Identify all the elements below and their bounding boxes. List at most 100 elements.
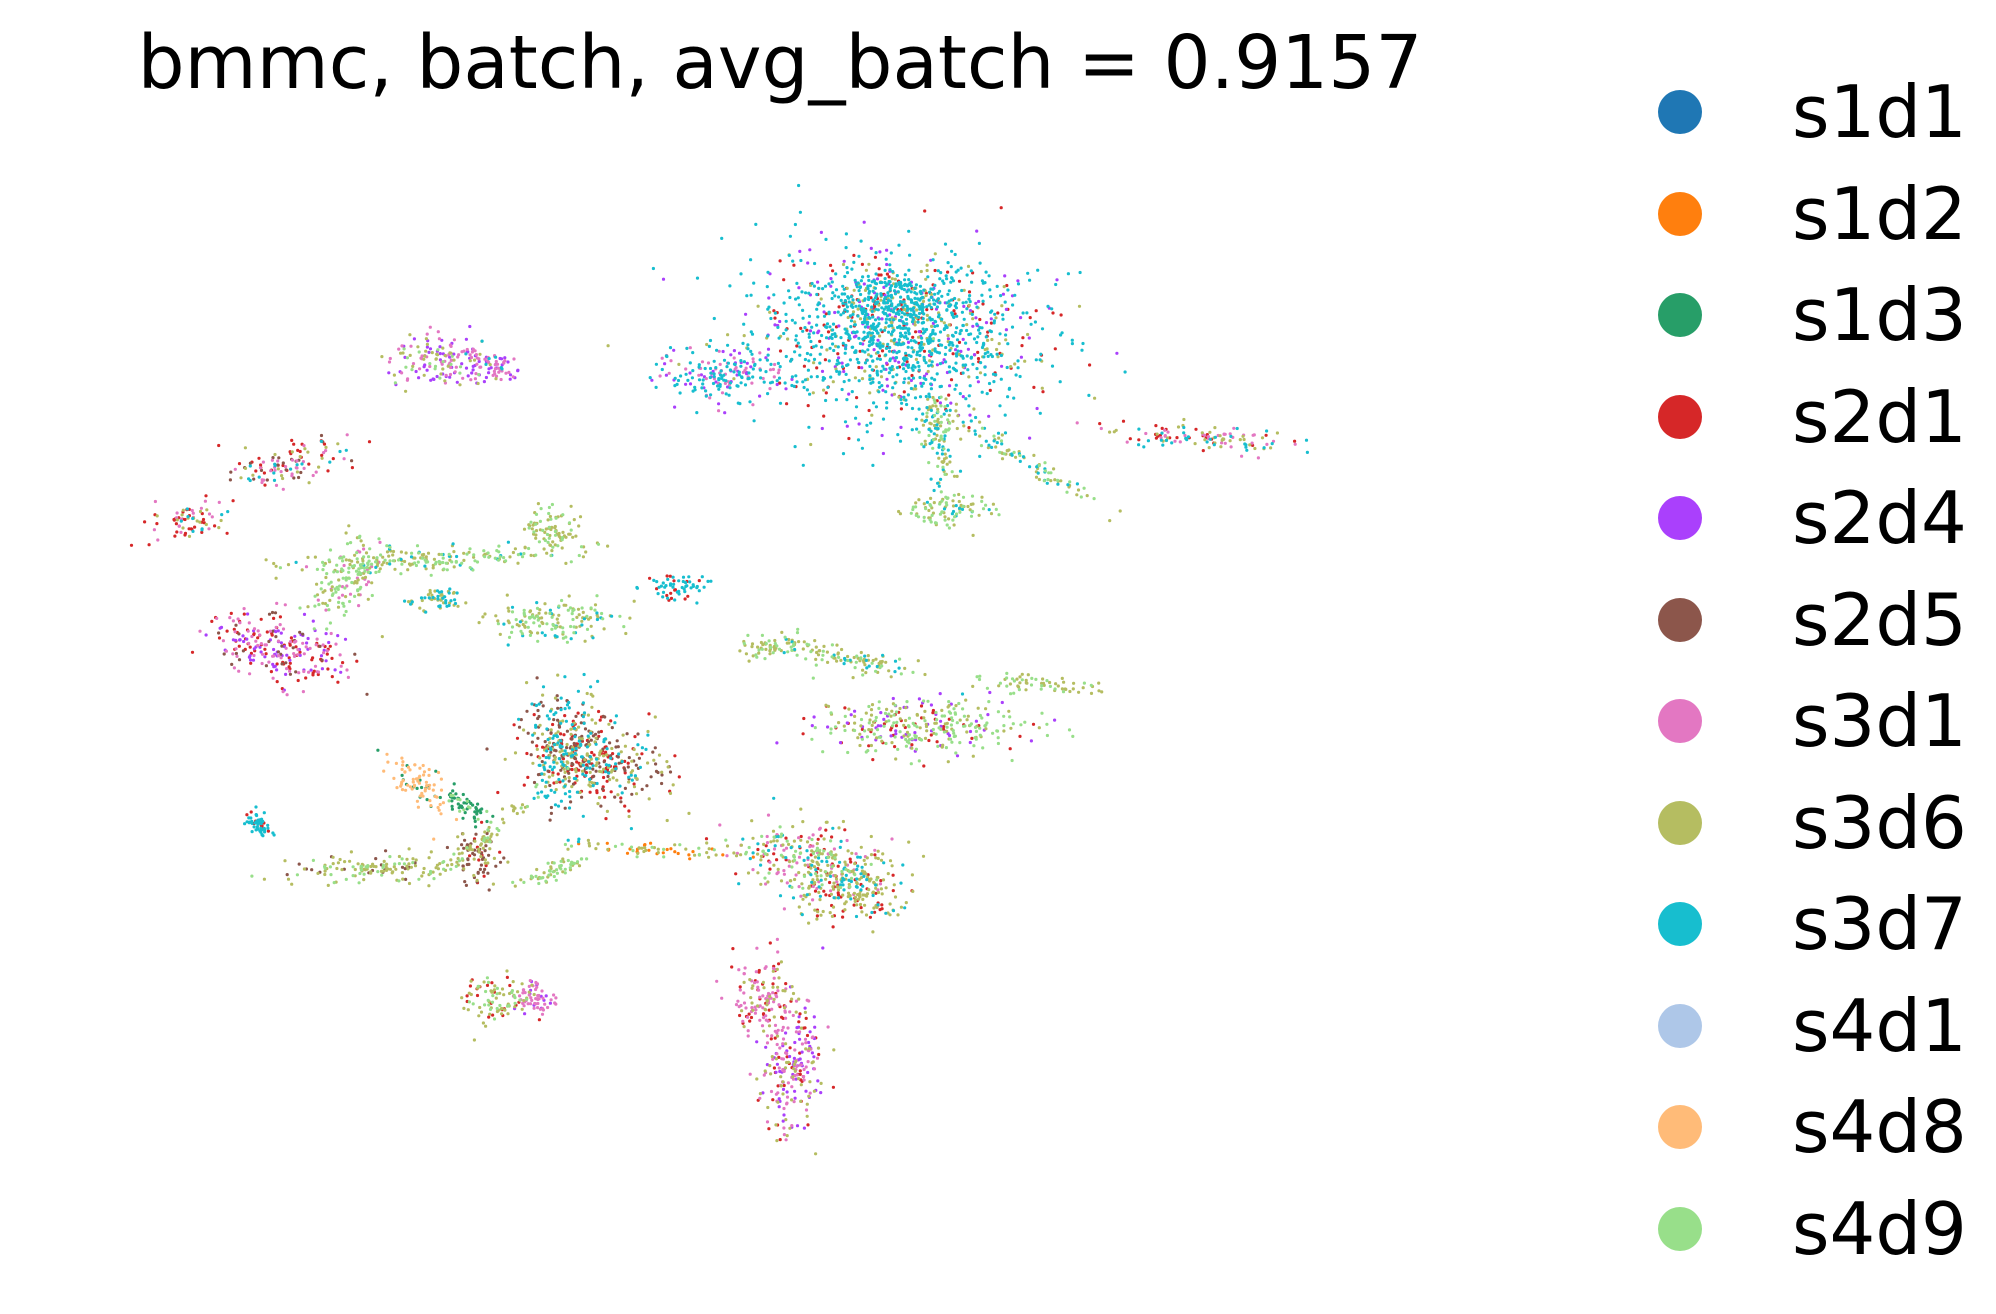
scatter-point — [973, 432, 978, 436]
scatter-point — [274, 564, 278, 568]
scatter-point — [871, 930, 875, 934]
scatter-point — [775, 1139, 779, 1143]
scatter-point — [653, 746, 657, 750]
scatter-point — [553, 543, 557, 547]
scatter-point — [893, 285, 898, 289]
scatter-point — [437, 337, 441, 341]
scatter-point — [343, 860, 347, 864]
scatter-point — [922, 445, 926, 449]
scatter-point — [956, 349, 960, 353]
scatter-point — [858, 349, 862, 353]
scatter-point — [855, 285, 859, 289]
scatter-point — [1305, 450, 1309, 454]
scatter-point — [810, 849, 814, 853]
scatter-point — [471, 364, 475, 368]
scatter-point — [919, 704, 924, 708]
scatter-point — [824, 312, 828, 316]
scatter-point — [1218, 434, 1222, 438]
scatter-point — [818, 826, 822, 830]
scatter-point — [743, 383, 748, 387]
scatter-point — [909, 354, 913, 358]
scatter-point — [555, 694, 559, 698]
scatter-point — [1007, 709, 1011, 713]
scatter-point — [369, 864, 373, 869]
scatter-point — [594, 847, 598, 851]
scatter-point — [910, 428, 914, 432]
scatter-point — [861, 309, 866, 313]
scatter-point — [444, 373, 448, 377]
scatter-point — [765, 834, 769, 839]
scatter-point — [834, 853, 838, 857]
scatter-point — [988, 329, 992, 333]
scatter-point — [553, 755, 557, 759]
scatter-point — [751, 360, 755, 364]
scatter-point — [1059, 313, 1063, 317]
scatter-point — [470, 848, 474, 852]
scatter-point — [972, 337, 977, 341]
scatter-point — [492, 988, 496, 992]
scatter-point — [873, 281, 877, 285]
scatter-point — [284, 465, 288, 469]
scatter-point — [802, 385, 806, 390]
scatter-point — [751, 836, 755, 840]
scatter-point — [944, 345, 948, 350]
scatter-point — [295, 463, 299, 467]
scatter-point — [270, 458, 274, 462]
scatter-point — [750, 381, 754, 385]
scatter-point — [922, 355, 926, 359]
scatter-point — [720, 236, 724, 240]
scatter-point — [292, 654, 297, 659]
scatter-point — [283, 859, 287, 863]
scatter-point — [1016, 282, 1021, 286]
scatter-point — [711, 381, 716, 386]
scatter-point — [910, 313, 914, 317]
scatter-point — [310, 868, 314, 872]
scatter-point — [801, 316, 805, 320]
scatter-point — [957, 340, 962, 344]
scatter-point — [548, 741, 552, 745]
scatter-point — [815, 842, 819, 846]
scatter-point — [530, 998, 534, 1003]
scatter-point — [888, 345, 892, 350]
scatter-point — [603, 715, 607, 719]
scatter-point — [930, 360, 934, 364]
scatter-point — [824, 336, 829, 340]
scatter-point — [828, 325, 832, 329]
scatter-point — [817, 329, 821, 333]
scatter-point — [772, 839, 776, 843]
scatter-point — [988, 388, 992, 392]
scatter-point — [559, 768, 563, 772]
scatter-point — [776, 361, 781, 365]
scatter-point — [807, 291, 811, 295]
scatter-point — [967, 429, 971, 433]
scatter-point — [946, 292, 950, 296]
scatter-point — [1070, 338, 1074, 342]
scatter-point — [1087, 393, 1091, 397]
scatter-point — [454, 365, 458, 369]
scatter-point — [1005, 283, 1009, 288]
scatter-point — [884, 353, 888, 357]
scatter-point — [891, 889, 895, 893]
scatter-point — [834, 344, 838, 348]
scatter-point — [546, 518, 550, 522]
scatter-point — [941, 743, 945, 747]
scatter-point — [544, 611, 548, 615]
scatter-point — [877, 390, 881, 394]
scatter-point — [986, 338, 990, 342]
scatter-point — [807, 836, 811, 840]
scatter-point — [852, 335, 857, 339]
scatter-point — [597, 734, 601, 738]
scatter-point — [848, 314, 853, 318]
scatter-point — [918, 375, 922, 380]
scatter-point — [507, 370, 511, 374]
scatter-point — [242, 612, 246, 616]
scatter-point — [905, 290, 909, 294]
scatter-point — [997, 684, 1001, 688]
scatter-point — [776, 1084, 780, 1088]
scatter-point — [1002, 285, 1006, 289]
scatter-point — [874, 251, 878, 255]
scatter-point — [944, 360, 948, 364]
scatter-point — [1173, 439, 1177, 443]
scatter-point — [995, 352, 999, 356]
scatter-point — [494, 359, 498, 364]
